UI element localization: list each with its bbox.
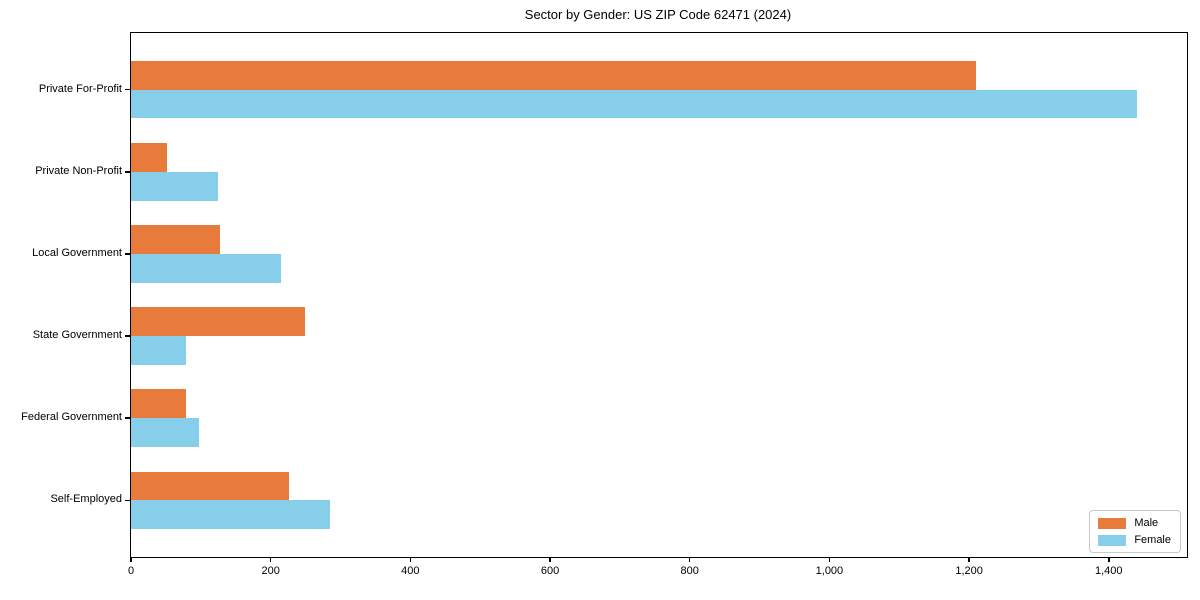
- bar-female-1: [131, 89, 1137, 119]
- x-axis-label: 1,200: [955, 565, 983, 577]
- y-axis-tick: [124, 253, 130, 255]
- y-axis-tick: [124, 335, 130, 337]
- bar-male-2: [131, 143, 168, 172]
- bar-male-4: [131, 307, 305, 337]
- y-axis-label: Private Non-Profit: [35, 164, 122, 177]
- x-axis-tick: [688, 557, 691, 562]
- x-axis-label: 400: [401, 565, 420, 577]
- bar-female-5: [131, 418, 199, 447]
- x-axis-tick: [549, 557, 551, 562]
- legend-swatch-male: [1098, 517, 1127, 529]
- x-axis-tick: [968, 557, 970, 562]
- bar-female-4: [131, 336, 187, 365]
- bar-female-3: [131, 253, 282, 283]
- legend: Male Female: [1089, 510, 1181, 553]
- x-axis-tick: [409, 557, 412, 562]
- y-axis-tick: [124, 499, 130, 502]
- x-axis-tick: [1108, 557, 1110, 562]
- x-axis-label: 800: [680, 565, 699, 577]
- x-axis-tick: [269, 557, 272, 562]
- y-axis-label: Private For-Profit: [38, 82, 122, 95]
- legend-item-female: Female: [1098, 534, 1171, 546]
- legend-label: Male: [1134, 517, 1159, 529]
- chart-title: Sector by Gender: US ZIP Code 62471 (202…: [524, 7, 792, 22]
- legend-item-male: Male: [1098, 517, 1171, 529]
- bar-male-6: [131, 471, 289, 501]
- y-axis-tick: [124, 171, 130, 173]
- x-axis-label: 600: [540, 565, 560, 577]
- bar-male-3: [131, 225, 220, 254]
- y-axis-label: Self-Employed: [50, 493, 122, 506]
- bar-female-6: [131, 500, 331, 530]
- plot-area: Male Female 0 200 400 600 800 1,000 1,200 1,400: [124, 32, 1188, 577]
- y-axis-tick: [124, 417, 130, 419]
- x-axis-tick: [130, 557, 132, 562]
- y-axis-label: Federal Government: [21, 411, 122, 424]
- bar-female-2: [131, 171, 219, 201]
- x-axis-label: 200: [261, 565, 280, 577]
- x-axis-label: 0: [127, 565, 135, 577]
- y-axis-tick: [124, 88, 130, 91]
- legend-swatch-female: [1098, 534, 1127, 546]
- y-axis-label: Local Government: [32, 246, 122, 259]
- x-axis-label: 1,000: [815, 565, 844, 577]
- bar-male-1: [131, 60, 977, 90]
- y-axis-labels: Private For-Profit Private Non-Profit Loca…: [0, 32, 122, 556]
- x-axis-label: 1,400: [1095, 565, 1123, 577]
- y-axis-label: State Government: [32, 329, 122, 342]
- x-axis-tick: [828, 557, 831, 562]
- bar-male-5: [131, 389, 187, 419]
- legend-label: Female: [1134, 534, 1171, 546]
